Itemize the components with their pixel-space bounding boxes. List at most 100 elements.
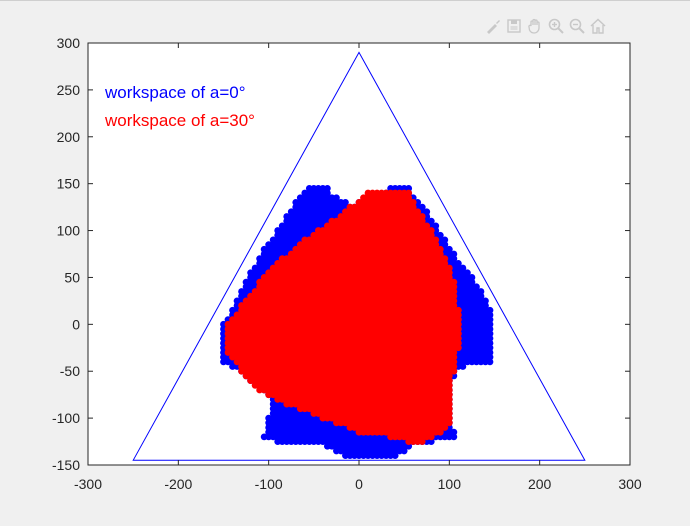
- legend-label-a0: workspace of a=0°: [104, 83, 246, 102]
- data-point: [423, 222, 431, 230]
- data-point: [486, 353, 494, 361]
- data-point: [432, 236, 440, 244]
- axes-layer: -300 -200 -100 0 100 200 300 -150 -100 -50 0 50 100 1…: [52, 35, 642, 492]
- data-point: [418, 213, 426, 220]
- y-tick-label: -100: [52, 410, 80, 426]
- data-point: [427, 438, 435, 445]
- data-point: [418, 203, 426, 211]
- data-point: [445, 377, 453, 384]
- data-point: [405, 442, 413, 450]
- data-point: [486, 316, 494, 324]
- data-point: [445, 245, 453, 253]
- data-point: [342, 199, 349, 206]
- save-icon[interactable]: [505, 17, 523, 35]
- data-point: [445, 269, 453, 277]
- data-point: [445, 400, 453, 408]
- x-tick-label: -300: [74, 476, 102, 492]
- data-point: [450, 283, 458, 291]
- y-tick-label: 300: [57, 35, 81, 51]
- data-point: [400, 447, 408, 455]
- y-tick-label: 100: [57, 223, 81, 239]
- data-point: [441, 241, 449, 249]
- data-point: [445, 395, 453, 403]
- data-point: [450, 292, 458, 300]
- data-point: [486, 311, 494, 319]
- data-point: [464, 269, 471, 277]
- data-point: [436, 245, 444, 253]
- data-point: [450, 297, 458, 305]
- data-point: [427, 217, 435, 225]
- data-point: [409, 199, 417, 206]
- series-layer: [220, 184, 494, 460]
- data-point: [405, 194, 413, 202]
- data-point: [391, 452, 399, 460]
- data-point: [454, 259, 462, 267]
- zoom-out-icon[interactable]: [568, 17, 586, 35]
- x-tick-label: 0: [355, 476, 363, 492]
- data-point: [445, 372, 453, 380]
- data-point: [441, 236, 449, 244]
- data-point: [477, 288, 485, 295]
- data-point: [323, 189, 331, 197]
- data-point: [486, 339, 494, 347]
- data-point: [450, 349, 458, 356]
- series-a30-points: [224, 189, 462, 445]
- x-tick-label: -200: [164, 476, 192, 492]
- data-point: [333, 194, 340, 202]
- home-icon[interactable]: [589, 17, 607, 35]
- data-point: [441, 259, 449, 267]
- data-point: [450, 250, 458, 258]
- data-point: [409, 203, 417, 211]
- data-point: [445, 386, 453, 394]
- data-point: [454, 344, 462, 352]
- y-tick-label: -50: [60, 363, 80, 379]
- data-point: [477, 292, 485, 300]
- brush-icon[interactable]: [484, 17, 502, 35]
- pan-icon[interactable]: [526, 17, 544, 35]
- data-point: [436, 428, 444, 436]
- x-tick-label: 200: [528, 476, 552, 492]
- data-point: [486, 306, 494, 314]
- data-point: [432, 241, 440, 249]
- zoom-in-icon[interactable]: [547, 17, 565, 35]
- data-point: [445, 410, 453, 417]
- data-point: [418, 438, 426, 445]
- data-point: [473, 283, 480, 291]
- data-point: [482, 297, 489, 305]
- y-tick-label: 0: [72, 316, 80, 332]
- data-point: [323, 184, 331, 192]
- data-point: [432, 222, 440, 230]
- data-point: [445, 274, 453, 281]
- data-point: [445, 414, 453, 422]
- data-point: [454, 335, 462, 342]
- window-top-border: [0, 0, 690, 1]
- data-point: [414, 208, 422, 216]
- data-point: [450, 255, 458, 263]
- data-point: [418, 217, 426, 225]
- data-point: [454, 339, 462, 347]
- y-tick-label: 50: [64, 269, 80, 285]
- data-point: [450, 278, 458, 286]
- data-point: [482, 302, 489, 309]
- y-tick-label: 200: [57, 129, 81, 145]
- data-point: [450, 428, 458, 436]
- data-point: [450, 358, 458, 366]
- data-point: [486, 335, 494, 342]
- data-point: [468, 278, 476, 286]
- y-tick-label: -150: [52, 457, 80, 473]
- data-point: [427, 231, 435, 239]
- data-point: [441, 255, 449, 263]
- data-point: [427, 227, 435, 234]
- data-point: [450, 353, 458, 361]
- data-point: [450, 363, 458, 370]
- data-point: [454, 320, 462, 328]
- data-point: [405, 189, 413, 197]
- x-tick-label: 100: [438, 476, 462, 492]
- data-point: [486, 358, 494, 366]
- data-point: [486, 330, 494, 338]
- data-point: [486, 320, 494, 328]
- data-point: [486, 344, 494, 352]
- legend-label-a30: workspace of a=30°: [104, 111, 255, 130]
- data-point: [454, 325, 462, 333]
